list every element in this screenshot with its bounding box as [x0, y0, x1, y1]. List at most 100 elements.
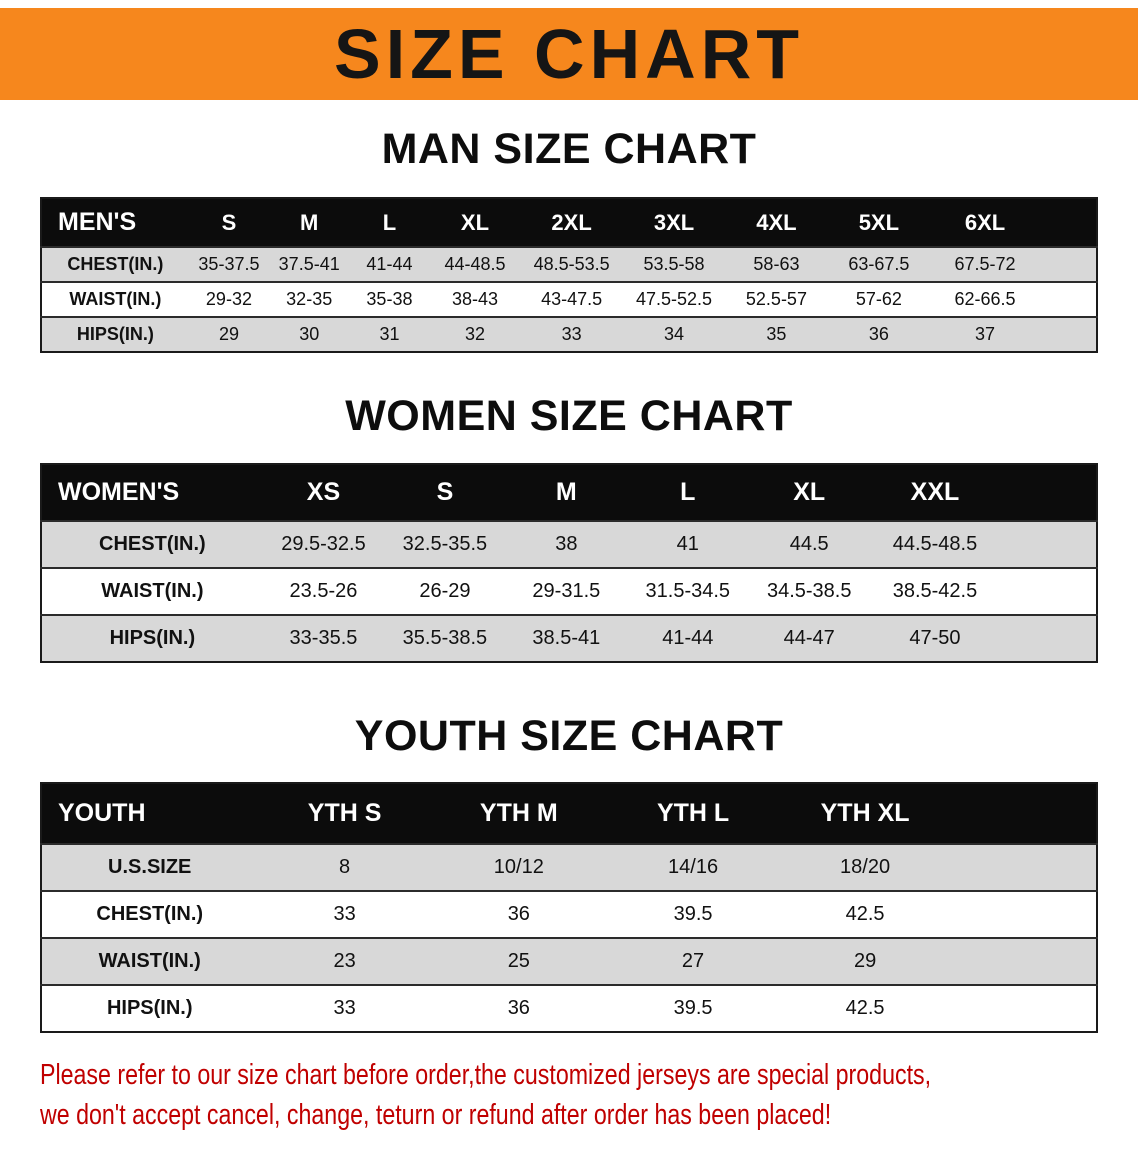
size-column-header: S: [384, 463, 506, 521]
value-cell: 52.5-57: [745, 289, 807, 310]
size-column-header: YTH S: [257, 782, 432, 844]
value-cell: 8: [339, 855, 351, 878]
table-row: WAIST(IN.) 29-32 32-35 35-38 38-43 43-47.5 47.…: [41, 282, 1097, 317]
table-row: WAIST(IN.) 23.5-26 26-29 29-31.5 31.5-34.5 34…: [41, 567, 1097, 615]
value-cell: 37.5-41: [278, 254, 340, 275]
size-column-header: YTH XL: [780, 782, 1097, 844]
value-cell: 39.5: [673, 902, 713, 925]
table-row: CHEST(IN.) 29.5-32.5 32.5-35.5 38 41 44.5 44.5…: [41, 520, 1097, 568]
value-cell: 33: [561, 324, 582, 345]
value-cell: 37: [975, 324, 996, 345]
banner-title: SIZE CHART: [334, 15, 804, 93]
table-row: U.S.SIZE 8 10/12 14/16 18/20: [41, 843, 1097, 891]
size-column-header: L: [627, 463, 749, 521]
row-label-cell: HIPS(IN.): [76, 324, 154, 345]
value-cell: 38-43: [451, 289, 498, 310]
table-row: HIPS(IN.) 33-35.5 35.5-38.5 38.5-41 41-44 44-…: [41, 614, 1097, 662]
value-cell: 30: [299, 324, 320, 345]
youth-size-chart-section: YOUTH SIZE CHART YOUTH YTH S YTH M YTH L YTH…: [0, 712, 1138, 1033]
value-cell: 29-32: [205, 289, 252, 310]
size-column-header: L: [349, 198, 430, 248]
women-chart-heading: WOMEN SIZE CHART: [345, 392, 793, 441]
banner: SIZE CHART: [0, 8, 1138, 100]
value-cell: 36: [507, 996, 530, 1019]
table-row: CHEST(IN.) 35-37.5 37.5-41 41-44 44-48.5 48.5…: [41, 247, 1097, 283]
size-column-header: XL: [748, 463, 870, 521]
value-cell: 44-48.5: [444, 254, 506, 275]
value-cell: 35-37.5: [198, 254, 260, 275]
value-cell: 41: [676, 532, 699, 555]
value-cell: 29.5-32.5: [281, 532, 366, 555]
header-row: YOUTH YTH S YTH M YTH L YTH XL: [41, 782, 1097, 844]
value-cell: 29: [218, 324, 239, 345]
row-label-cell: WAIST(IN.): [101, 579, 204, 602]
value-cell: 35.5-38.5: [402, 626, 488, 649]
row-label-cell: U.S.SIZE: [108, 855, 192, 878]
value-cell: 33: [333, 902, 356, 925]
value-cell: 33-35.5: [289, 626, 358, 649]
women-size-chart-section: WOMEN SIZE CHART WOMEN'S XS S M L XL XXL CHEST(…: [0, 392, 1138, 663]
value-cell: 36: [507, 902, 530, 925]
value-cell: 44.5: [789, 532, 829, 555]
table-title-cell: YOUTH: [41, 782, 258, 844]
value-cell: 25: [507, 949, 530, 972]
value-cell: 10/12: [493, 855, 544, 878]
disclaimer: Please refer to our size chart before or…: [40, 1055, 1098, 1135]
row-label-cell: HIPS(IN.): [106, 996, 193, 1019]
value-cell: 31.5-34.5: [645, 579, 731, 602]
value-cell: 14/16: [668, 855, 719, 878]
value-cell: 41-44: [662, 626, 714, 649]
value-cell: 29-31.5: [532, 579, 601, 602]
value-cell: 27: [681, 949, 705, 972]
disclaimer-line-2: we don't accept cancel, change, teturn o…: [40, 1098, 832, 1131]
value-cell: 63-67.5: [848, 254, 910, 275]
men-chart-heading: MAN SIZE CHART: [381, 125, 757, 173]
size-column-header: YTH M: [431, 782, 606, 844]
size-column-header: 6XL: [930, 198, 1097, 248]
value-cell: 39.5: [673, 996, 713, 1019]
table-row: HIPS(IN.) 33 36 39.5 42.5: [41, 984, 1097, 1032]
value-cell: 35: [766, 324, 787, 345]
size-column-header: 5XL: [827, 198, 931, 248]
men-size-chart-section: MAN SIZE CHART MEN'S S M L XL 2XL 3XL 4XL 5XL 6XL…: [0, 125, 1138, 354]
table-title-cell: MEN'S: [41, 198, 189, 248]
value-cell: 41-44: [366, 254, 413, 275]
youth-size-table: YOUTH YTH S YTH M YTH L YTH XL U.S.SIZE 8 10/12…: [40, 781, 1098, 1033]
value-cell: 33: [333, 996, 356, 1019]
size-column-header: XL: [429, 198, 521, 248]
value-cell: 31: [379, 324, 400, 345]
size-column-header: M: [269, 198, 350, 248]
table-row: WAIST(IN.) 23 25 27 29: [41, 937, 1097, 985]
value-cell: 47-50: [909, 626, 961, 649]
row-label-cell: WAIST(IN.): [69, 289, 162, 310]
value-cell: 38.5-42.5: [892, 579, 978, 602]
value-cell: 57-62: [855, 289, 902, 310]
value-cell: 34.5-38.5: [766, 579, 852, 602]
table-row: CHEST(IN.) 33 36 39.5 42.5: [41, 890, 1097, 938]
value-cell: 53.5-58: [643, 254, 705, 275]
value-cell: 29: [853, 949, 877, 972]
size-column-header: XXL: [869, 463, 1097, 521]
row-label-cell: WAIST(IN.): [98, 949, 201, 972]
value-cell: 32-35: [286, 289, 333, 310]
women-size-table: WOMEN'S XS S M L XL XXL CHEST(IN.) 29.5-32.5 32.5…: [40, 462, 1098, 663]
value-cell: 44.5-48.5: [892, 532, 978, 555]
row-label-cell: CHEST(IN.): [99, 532, 206, 555]
disclaimer-line-1: Please refer to our size chart before or…: [40, 1058, 932, 1091]
size-column-header: S: [188, 198, 270, 248]
value-cell: 35-38: [366, 289, 413, 310]
value-cell: 62-66.5: [954, 289, 1016, 310]
value-cell: 34: [664, 324, 685, 345]
table-title-cell: WOMEN'S: [41, 463, 263, 521]
header-row: MEN'S S M L XL 2XL 3XL 4XL 5XL 6XL: [41, 198, 1097, 248]
size-column-header: M: [505, 463, 628, 521]
row-label-cell: CHEST(IN.): [96, 902, 204, 925]
row-label-cell: CHEST(IN.): [67, 254, 164, 275]
men-size-table: MEN'S S M L XL 2XL 3XL 4XL 5XL 6XL CHEST(IN.) 35-37…: [40, 197, 1098, 354]
value-cell: 38: [555, 532, 578, 555]
value-cell: 48.5-53.5: [533, 254, 610, 275]
header-row: WOMEN'S XS S M L XL XXL: [41, 463, 1097, 521]
value-cell: 67.5-72: [954, 254, 1016, 275]
value-cell: 38.5-41: [532, 626, 601, 649]
